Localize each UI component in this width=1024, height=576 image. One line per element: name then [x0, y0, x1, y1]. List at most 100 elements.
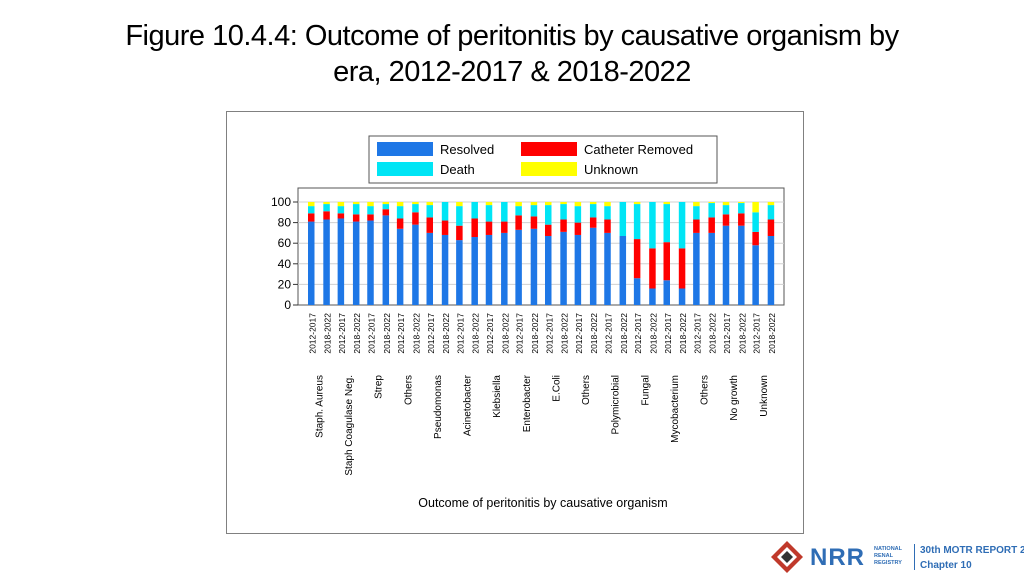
bar-segment	[560, 202, 567, 205]
bar-segment	[515, 206, 522, 216]
era-tick-label: 2012-2017	[544, 313, 554, 354]
y-tick-label: 20	[278, 277, 292, 291]
bar-segment	[530, 202, 538, 206]
bar-segment	[708, 217, 715, 233]
y-tick-label: 40	[278, 257, 292, 271]
bar-segment	[441, 234, 449, 305]
bar-segment	[663, 202, 670, 205]
era-tick-label: 2012-2017	[633, 313, 643, 354]
bar-segment	[722, 202, 730, 206]
era-tick-label: 2018-2022	[767, 313, 777, 354]
bar-segment	[604, 219, 611, 233]
bar-segment	[545, 235, 552, 305]
report-chapter: Chapter 10	[920, 560, 972, 571]
bar-segment	[396, 218, 404, 229]
era-tick-label: 2012-2017	[722, 313, 732, 354]
organism-label: Others	[403, 375, 414, 405]
organism-label: Fungal	[640, 375, 651, 406]
plot-area	[297, 187, 785, 306]
bar-segment	[426, 202, 433, 206]
bar-segment	[604, 232, 611, 305]
bar-segment	[352, 204, 360, 215]
era-tick-label: 2018-2022	[737, 313, 747, 354]
era-tick-label: 2018-2022	[471, 313, 481, 354]
slide-title-line2: era, 2012-2017 & 2018-2022	[333, 56, 691, 88]
bar-segment	[471, 202, 478, 219]
bar-segment	[352, 202, 360, 205]
era-tick-label: 2018-2022	[678, 313, 688, 354]
bar-segment	[693, 206, 700, 220]
bar-segment	[560, 204, 567, 220]
bar-segment	[678, 248, 686, 289]
bar-segment	[323, 211, 330, 220]
bar-segment	[767, 219, 775, 236]
bar-segment	[545, 205, 552, 225]
organism-label: Enterobacter	[522, 374, 533, 432]
era-tick-label: 2012-2017	[604, 313, 614, 354]
bar-segment	[633, 204, 641, 240]
bar-segment	[574, 206, 582, 223]
bar-segment	[530, 228, 538, 305]
bar-segment	[396, 202, 404, 207]
chart-frame: Resolved Death Catheter Removed Unknown 0 20 4…	[226, 111, 804, 534]
legend-label: Death	[440, 162, 475, 177]
bar-segment	[426, 205, 433, 218]
y-tick-label: 0	[284, 298, 291, 312]
legend-label: Unknown	[584, 162, 638, 177]
bar-segment	[382, 215, 390, 305]
stacked-bar-chart: Resolved Death Catheter Removed Unknown 0 20 4…	[271, 135, 785, 510]
bar-segment	[722, 225, 730, 305]
bar-segment	[589, 227, 597, 305]
bar-segment	[738, 213, 745, 226]
slide-title-line1: Figure 10.4.4: Outcome of peritonitis by…	[125, 20, 899, 52]
footer-logo: NRR NATIONAL RENAL REGISTRY 30th MOTR RE…	[770, 540, 1024, 574]
nrr-emblem-icon	[771, 541, 803, 573]
bar-segment	[456, 225, 463, 241]
bar-segment	[382, 202, 390, 205]
bar-segment	[663, 204, 670, 243]
bar-segment	[619, 235, 627, 305]
era-tick-label: 2018-2022	[382, 313, 392, 354]
bar-segment	[767, 235, 775, 305]
bar-segment	[693, 202, 700, 207]
bar-segment	[337, 213, 345, 219]
bar-segment	[308, 213, 315, 222]
legend-swatch	[521, 142, 577, 156]
era-tick-label: 2018-2022	[500, 313, 510, 354]
era-tick-label: 2012-2017	[485, 313, 495, 354]
bar-segment	[485, 221, 493, 235]
bar-segment	[738, 202, 745, 204]
bar-segment	[515, 202, 522, 207]
bar-segment	[752, 245, 759, 305]
organism-label: Unknown	[759, 375, 770, 417]
organism-label: Polymicrobial	[611, 375, 622, 434]
bar-segment	[323, 202, 330, 205]
bar-segment	[485, 205, 493, 222]
era-tick-label: 2018-2022	[352, 313, 362, 354]
y-tick-label: 60	[278, 236, 292, 250]
nrr-logo-text: NRR	[810, 544, 865, 571]
bar-segment	[738, 203, 745, 214]
bar-segment	[604, 206, 611, 220]
bar-segment	[708, 232, 715, 305]
bar-segment	[693, 232, 700, 305]
bar-segment	[471, 218, 478, 238]
bar-segment	[396, 228, 404, 305]
bar-segment	[485, 202, 493, 206]
bar-segment	[738, 225, 745, 305]
bar-segment	[308, 202, 315, 207]
bar-segment	[649, 202, 656, 249]
organism-label: Others	[581, 375, 592, 405]
bar-segment	[412, 224, 419, 305]
bar-segment	[323, 204, 330, 212]
bar-segment	[426, 217, 433, 233]
bar-segment	[308, 221, 315, 305]
slide-title: Figure 10.4.4: Outcome of peritonitis by…	[60, 18, 964, 90]
era-tick-label: 2012-2017	[752, 313, 762, 354]
bar-segment	[352, 221, 360, 305]
era-tick-label: 2018-2022	[619, 313, 629, 354]
bar-segment	[456, 206, 463, 226]
legend-label: Resolved	[440, 142, 494, 157]
era-tick-label: 2018-2022	[411, 313, 421, 354]
bar-segment	[560, 231, 567, 305]
